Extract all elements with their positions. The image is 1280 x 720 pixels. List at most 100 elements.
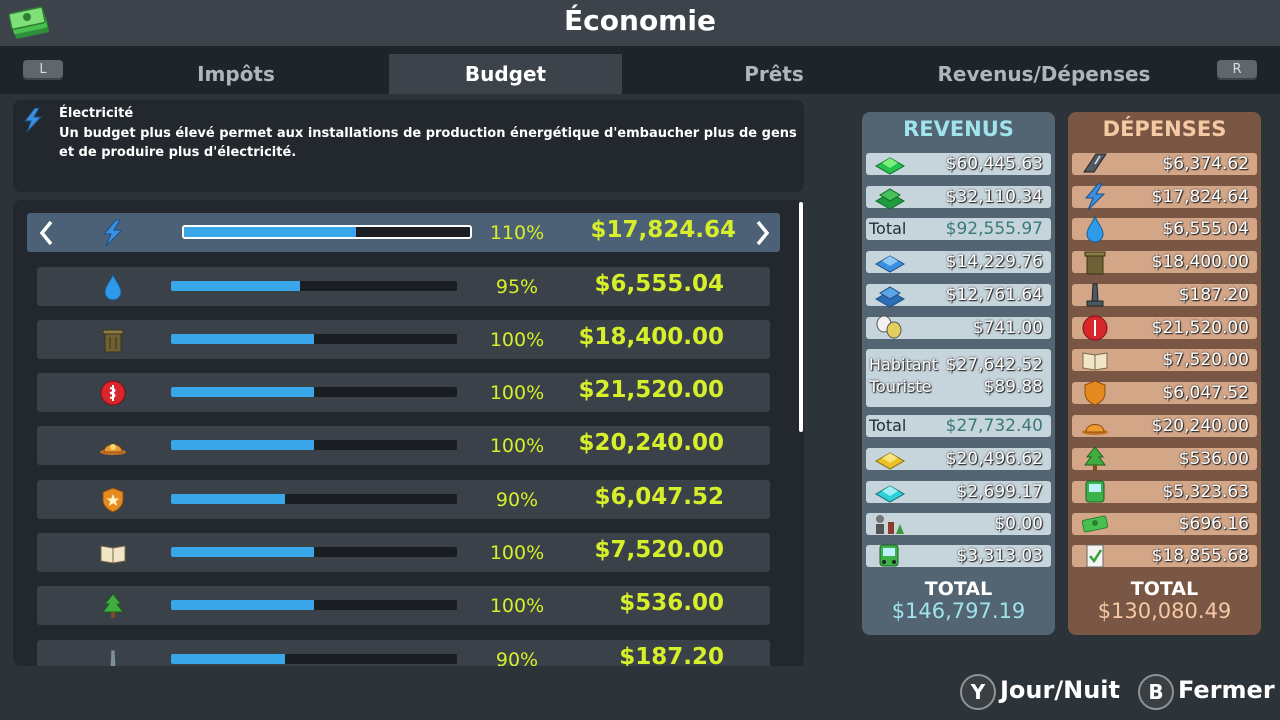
depenses-total-value: $130,080.49 bbox=[1097, 599, 1232, 623]
fire-helmet-icon bbox=[100, 444, 126, 455]
budget-row-electricity[interactable]: 110% $17,824.64 bbox=[27, 213, 780, 252]
depenses-line: $21,520.00 bbox=[1072, 315, 1257, 341]
day-night-button[interactable]: Y Jour/Nuit bbox=[960, 672, 1130, 710]
service-info-box: Électricité Un budget plus élevé permet … bbox=[13, 100, 804, 192]
budget-percent: 100% bbox=[489, 382, 545, 404]
revenus-subtotal: Total $27,732.40 bbox=[866, 415, 1051, 437]
revenus-value: $60,445.63 bbox=[945, 154, 1043, 174]
budget-list-scrollbar[interactable] bbox=[799, 200, 803, 666]
right-shoulder-button[interactable]: R bbox=[1217, 60, 1257, 80]
tab-budget[interactable]: Budget bbox=[389, 54, 622, 94]
revenus-line: $14,229.76 bbox=[866, 251, 1051, 273]
budget-percent: 100% bbox=[489, 542, 545, 564]
depenses-panel: DÉPENSES $6,374.62 $17,824.64 $6,555.04 … bbox=[1068, 112, 1261, 635]
revenus-value: $32,110.34 bbox=[945, 187, 1043, 207]
water-drop-icon bbox=[104, 273, 122, 301]
depenses-line: $5,323.63 bbox=[1072, 480, 1257, 503]
budget-slider[interactable] bbox=[171, 281, 457, 291]
road-icon bbox=[1083, 153, 1107, 173]
trash-can-icon bbox=[102, 329, 124, 353]
revenus-line: $20,496.62 bbox=[866, 448, 1051, 470]
revenus-value: $20,496.62 bbox=[945, 449, 1043, 469]
budget-percent: 90% bbox=[495, 649, 539, 666]
depenses-value: $6,374.62 bbox=[1162, 154, 1249, 174]
commercial-low-icon bbox=[874, 255, 906, 273]
policy-check-icon bbox=[1086, 544, 1104, 568]
revenus-value: $27,642.52 bbox=[945, 355, 1043, 375]
leisure-icon bbox=[876, 315, 902, 339]
chevron-left-icon[interactable] bbox=[37, 219, 57, 247]
water-drop-icon bbox=[1086, 215, 1104, 243]
budget-percent: 90% bbox=[495, 489, 539, 511]
revenus-value: $89.88 bbox=[983, 377, 1043, 397]
budget-row-health[interactable]: 100% $21,520.00 bbox=[37, 373, 770, 412]
specialized-industry-icon bbox=[876, 515, 904, 534]
budget-row-garbage[interactable]: 100% $18,400.00 bbox=[37, 320, 770, 359]
budget-row-monuments[interactable]: 90% $187.20 bbox=[37, 640, 770, 666]
depenses-line: $187.20 bbox=[1072, 283, 1257, 307]
depenses-value: $6,047.52 bbox=[1162, 383, 1249, 403]
budget-row-police[interactable]: 90% $6,047.52 bbox=[37, 480, 770, 519]
budget-slider[interactable] bbox=[182, 225, 472, 239]
close-button[interactable]: B Fermer bbox=[1138, 672, 1275, 710]
trash-can-icon bbox=[1084, 251, 1106, 275]
depenses-value: $5,323.63 bbox=[1162, 482, 1249, 502]
depenses-total-label: TOTAL bbox=[1130, 578, 1199, 600]
budget-row-fire[interactable]: 100% $20,240.00 bbox=[37, 426, 770, 465]
revenus-value: $14,229.76 bbox=[945, 252, 1043, 272]
budget-slider[interactable] bbox=[171, 547, 457, 557]
depenses-line: $7,520.00 bbox=[1072, 349, 1257, 371]
money-stack-icon bbox=[1081, 515, 1109, 533]
tab-revenus-depenses[interactable]: Revenus/Dépenses bbox=[937, 62, 1151, 86]
depenses-value: $20,240.00 bbox=[1151, 416, 1249, 436]
revenus-value: $92,555.97 bbox=[945, 219, 1043, 239]
budget-amount: $6,047.52 bbox=[594, 484, 725, 510]
tab-impots[interactable]: Impôts bbox=[197, 62, 275, 86]
budget-row-water[interactable]: 95% $6,555.04 bbox=[37, 267, 770, 306]
left-shoulder-button[interactable]: L bbox=[23, 60, 63, 80]
budget-slider[interactable] bbox=[171, 387, 457, 397]
revenus-total-value: $146,797.19 bbox=[891, 599, 1026, 623]
budget-row-education[interactable]: 100% $7,520.00 bbox=[37, 533, 770, 572]
money-stack-icon bbox=[8, 6, 49, 39]
police-badge-icon bbox=[1084, 380, 1106, 406]
chevron-right-icon[interactable] bbox=[752, 219, 772, 247]
depenses-value: $18,400.00 bbox=[1151, 252, 1249, 272]
revenus-total-label: TOTAL bbox=[924, 578, 993, 600]
budget-slider[interactable] bbox=[171, 334, 457, 344]
commercial-high-icon bbox=[874, 286, 906, 308]
budget-slider[interactable] bbox=[171, 494, 457, 504]
depenses-value: $696.16 bbox=[1178, 514, 1249, 534]
budget-row-parks[interactable]: 100% $536.00 bbox=[37, 586, 770, 625]
depenses-value: $6,555.04 bbox=[1162, 219, 1249, 239]
service-title: Électricité bbox=[59, 106, 134, 121]
budget-list: 110% $17,824.64 95% $6,555.04 100% $18,4… bbox=[13, 200, 804, 666]
health-icon bbox=[100, 380, 126, 406]
depenses-value: $187.20 bbox=[1178, 285, 1249, 305]
depenses-value: $17,824.64 bbox=[1151, 187, 1249, 207]
depenses-value: $18,855.68 bbox=[1151, 546, 1249, 566]
revenus-line: $0.00 bbox=[866, 513, 1051, 535]
revenus-value: $3,313.03 bbox=[956, 546, 1043, 566]
revenus-subtotal: Total $92,555.97 bbox=[866, 218, 1051, 240]
education-book-icon bbox=[1082, 352, 1108, 371]
depenses-title: DÉPENSES bbox=[1102, 117, 1227, 141]
lightning-icon bbox=[102, 219, 124, 247]
industrial-icon bbox=[874, 452, 906, 470]
depenses-line: $6,374.62 bbox=[1072, 153, 1257, 175]
budget-slider[interactable] bbox=[171, 654, 457, 664]
b-button-icon: B bbox=[1138, 674, 1174, 710]
service-description: Un budget plus élevé permet aux installa… bbox=[59, 126, 797, 160]
revenus-value: $0.00 bbox=[994, 514, 1043, 534]
monument-icon bbox=[1086, 283, 1104, 307]
scroll-thumb[interactable] bbox=[799, 202, 803, 432]
lightning-icon bbox=[1084, 183, 1106, 211]
budget-amount: $536.00 bbox=[619, 590, 724, 616]
y-button-icon: Y bbox=[960, 674, 996, 710]
subtotal-label: Total bbox=[869, 416, 907, 435]
tab-prets[interactable]: Prêts bbox=[744, 62, 804, 86]
budget-slider[interactable] bbox=[171, 600, 457, 610]
title-bar: Économie bbox=[0, 0, 1280, 46]
fire-helmet-icon bbox=[1082, 424, 1108, 435]
budget-slider[interactable] bbox=[171, 440, 457, 450]
